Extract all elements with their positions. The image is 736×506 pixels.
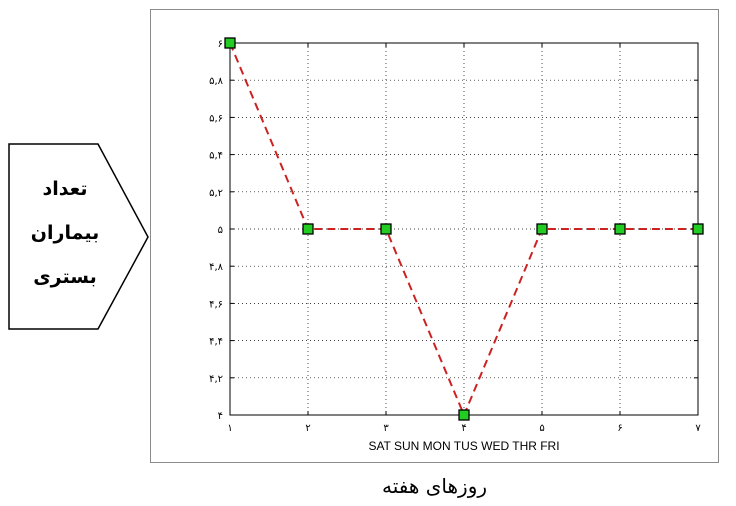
y-axis-label-line-1: تعداد [42,178,88,200]
data-point-marker [302,223,314,235]
data-point-marker [536,223,548,235]
x-tick-label: ۳ [383,423,389,434]
y-axis-label-line-3: بستری [33,266,97,288]
data-point-marker [458,409,470,421]
data-point-marker [692,223,704,235]
y-tick-label: ۴,۶ [209,299,223,310]
callout-arrow-shape [8,143,149,330]
x-axis-label: SAT SUN MON TUS WED THR FRI [368,439,559,453]
data-point-marker [224,37,236,49]
y-tick-label: ۶ [218,39,223,50]
y-axis-ticks: ۴ ۴,۲ ۴,۴ ۴,۶ ۴,۸ ۵ ۵,۲ ۵,۴ ۵,۶ ۵,۸ ۶ [209,39,698,422]
x-axis-caption: روزهای هفته [381,474,488,498]
x-tick-label: ۷ [695,423,701,434]
y-axis-label-callout: تعداد بیماران بستری [8,143,150,331]
data-point-marker [614,223,626,235]
y-axis-label-line-2: بیماران [30,222,100,244]
y-axis-label: تعداد بیماران بستری [8,167,122,299]
x-tick-label: ۵ [539,423,544,434]
y-tick-label: ۴,۴ [209,337,223,348]
y-tick-label: ۵,۴ [209,151,223,162]
x-tick-label: ۶ [617,423,622,434]
y-tick-label: ۵ [218,225,223,236]
y-tick-label: ۴,۸ [209,262,224,273]
y-tick-label: ۵,۶ [209,113,223,124]
x-tick-label: ۴ [461,423,466,434]
chart-frame: ۴ ۴,۲ ۴,۴ ۴,۶ ۴,۸ ۵ ۵,۲ ۵,۴ ۵,۶ ۵,۸ ۶ ۱ ۲ ۳ ۴ ۵ ۶ ۷ SAT … [150,9,719,463]
data-point-marker [380,223,392,235]
y-tick-label: ۴,۲ [209,374,223,385]
series-layer [224,37,704,421]
line-chart: ۴ ۴,۲ ۴,۴ ۴,۶ ۴,۸ ۵ ۵,۲ ۵,۴ ۵,۶ ۵,۸ ۶ ۱ ۲ ۳ ۴ ۵ ۶ ۷ SAT … [209,37,704,453]
y-tick-label: ۵,۲ [209,188,223,199]
x-tick-label: ۱ [227,423,232,434]
y-tick-label: ۴ [218,411,223,422]
x-tick-label: ۲ [305,423,310,434]
y-tick-label: ۵,۸ [209,76,224,87]
